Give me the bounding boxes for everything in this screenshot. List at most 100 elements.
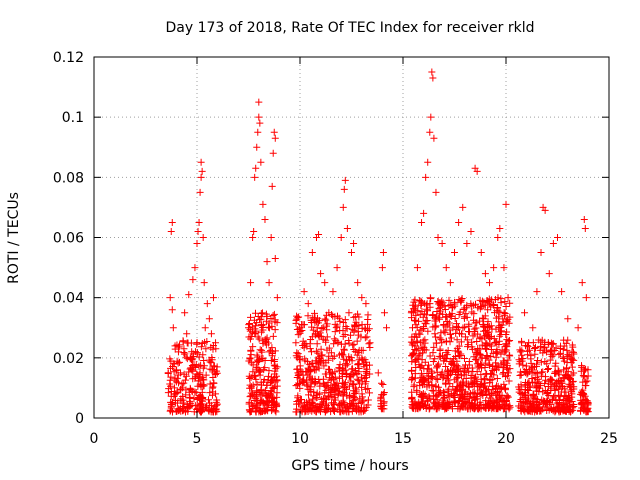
data-point-cluster: [505, 351, 513, 359]
x-tick-label: 10: [291, 431, 309, 447]
data-point-cluster: [455, 323, 462, 331]
data-point: [418, 218, 426, 226]
data-point-cluster: [533, 357, 541, 365]
data-point-cluster: [323, 333, 331, 341]
data-point-cluster: [271, 316, 279, 324]
data-point-cluster: [462, 310, 470, 318]
data-point-cluster: [416, 363, 424, 371]
data-point: [169, 324, 177, 332]
data-point-cluster: [483, 387, 491, 395]
data-point-cluster: [564, 351, 572, 359]
data-point-cluster: [327, 349, 335, 357]
data-point-cluster: [312, 363, 320, 371]
data-point: [183, 330, 191, 338]
data-point-cluster: [411, 370, 419, 378]
data-point-cluster: [321, 315, 329, 323]
data-point: [348, 249, 355, 257]
data-point-cluster: [345, 309, 353, 317]
data-point-cluster: [204, 396, 212, 404]
data-point-cluster: [422, 301, 430, 309]
data-point-cluster: [366, 370, 374, 378]
data-point: [194, 227, 202, 235]
data-point-cluster: [445, 301, 453, 309]
data-point-cluster: [349, 397, 357, 405]
data-point-cluster: [303, 368, 311, 376]
data-point-cluster: [505, 377, 513, 385]
data-point: [189, 276, 197, 284]
data-point-cluster: [559, 345, 567, 353]
data-point-cluster: [455, 342, 463, 350]
data-point: [413, 264, 421, 272]
data-point-cluster: [171, 384, 179, 392]
data-point: [558, 288, 566, 296]
data-point-cluster: [457, 386, 465, 394]
data-point-cluster: [273, 382, 281, 390]
data-point-cluster: [432, 400, 440, 408]
data-point-cluster: [331, 384, 339, 392]
data-point-cluster: [317, 408, 325, 416]
y-axis-label: ROTI / TECUs: [6, 192, 22, 284]
data-point-cluster: [518, 355, 526, 363]
data-point-cluster: [340, 345, 348, 353]
data-point-cluster: [506, 402, 514, 410]
data-point: [256, 119, 264, 127]
data-point-cluster: [292, 408, 300, 416]
data-point-cluster: [250, 391, 258, 399]
data-point: [253, 143, 261, 151]
data-point: [296, 324, 304, 332]
data-point-cluster: [263, 406, 271, 414]
data-point-cluster: [269, 348, 277, 356]
data-point-cluster: [418, 308, 426, 316]
data-point-cluster: [271, 356, 279, 364]
data-point-cluster: [310, 366, 318, 374]
data-point: [167, 227, 175, 235]
data-point-cluster: [570, 356, 578, 364]
data-point-cluster: [431, 333, 439, 341]
data-point-cluster: [473, 338, 481, 346]
data-point-cluster: [566, 395, 574, 403]
data-point-cluster: [300, 402, 308, 410]
data-point: [263, 258, 271, 266]
data-point-cluster: [251, 372, 259, 380]
data-point-cluster: [303, 342, 311, 350]
data-point-cluster: [418, 362, 426, 370]
data-point-cluster: [480, 321, 488, 329]
data-point-cluster: [313, 394, 321, 402]
data-point-cluster: [413, 337, 421, 345]
data-point: [366, 339, 374, 347]
data-point-cluster: [433, 339, 441, 347]
data-point: [580, 215, 588, 223]
data-point: [481, 270, 489, 278]
data-point-cluster: [272, 365, 280, 373]
data-point-cluster: [183, 339, 191, 347]
data-point-cluster: [453, 336, 461, 344]
data-point-cluster: [358, 324, 366, 332]
data-point-cluster: [569, 356, 577, 364]
data-point-cluster: [432, 322, 440, 330]
data-point-cluster: [559, 374, 567, 382]
data-point: [442, 264, 450, 272]
data-point-cluster: [570, 385, 578, 393]
data-point-cluster: [180, 406, 188, 414]
data-point: [200, 279, 208, 287]
data-point-cluster: [256, 346, 264, 354]
data-point: [337, 234, 345, 241]
data-point-cluster: [263, 397, 271, 405]
data-point-cluster: [208, 384, 216, 392]
data-point-cluster: [467, 378, 475, 386]
data-point-cluster: [437, 336, 445, 344]
data-point-cluster: [180, 399, 188, 407]
data-point-cluster: [351, 384, 359, 392]
data-point-cluster: [470, 310, 478, 318]
data-point: [525, 339, 533, 347]
data-point: [490, 264, 498, 272]
data-point: [294, 369, 302, 377]
data-point-cluster: [496, 385, 504, 393]
data-point-cluster: [267, 315, 275, 323]
data-point-cluster: [580, 392, 588, 400]
data-point: [251, 173, 259, 181]
data-point-cluster: [547, 346, 555, 354]
data-point-cluster: [481, 404, 489, 412]
data-point: [207, 330, 215, 338]
